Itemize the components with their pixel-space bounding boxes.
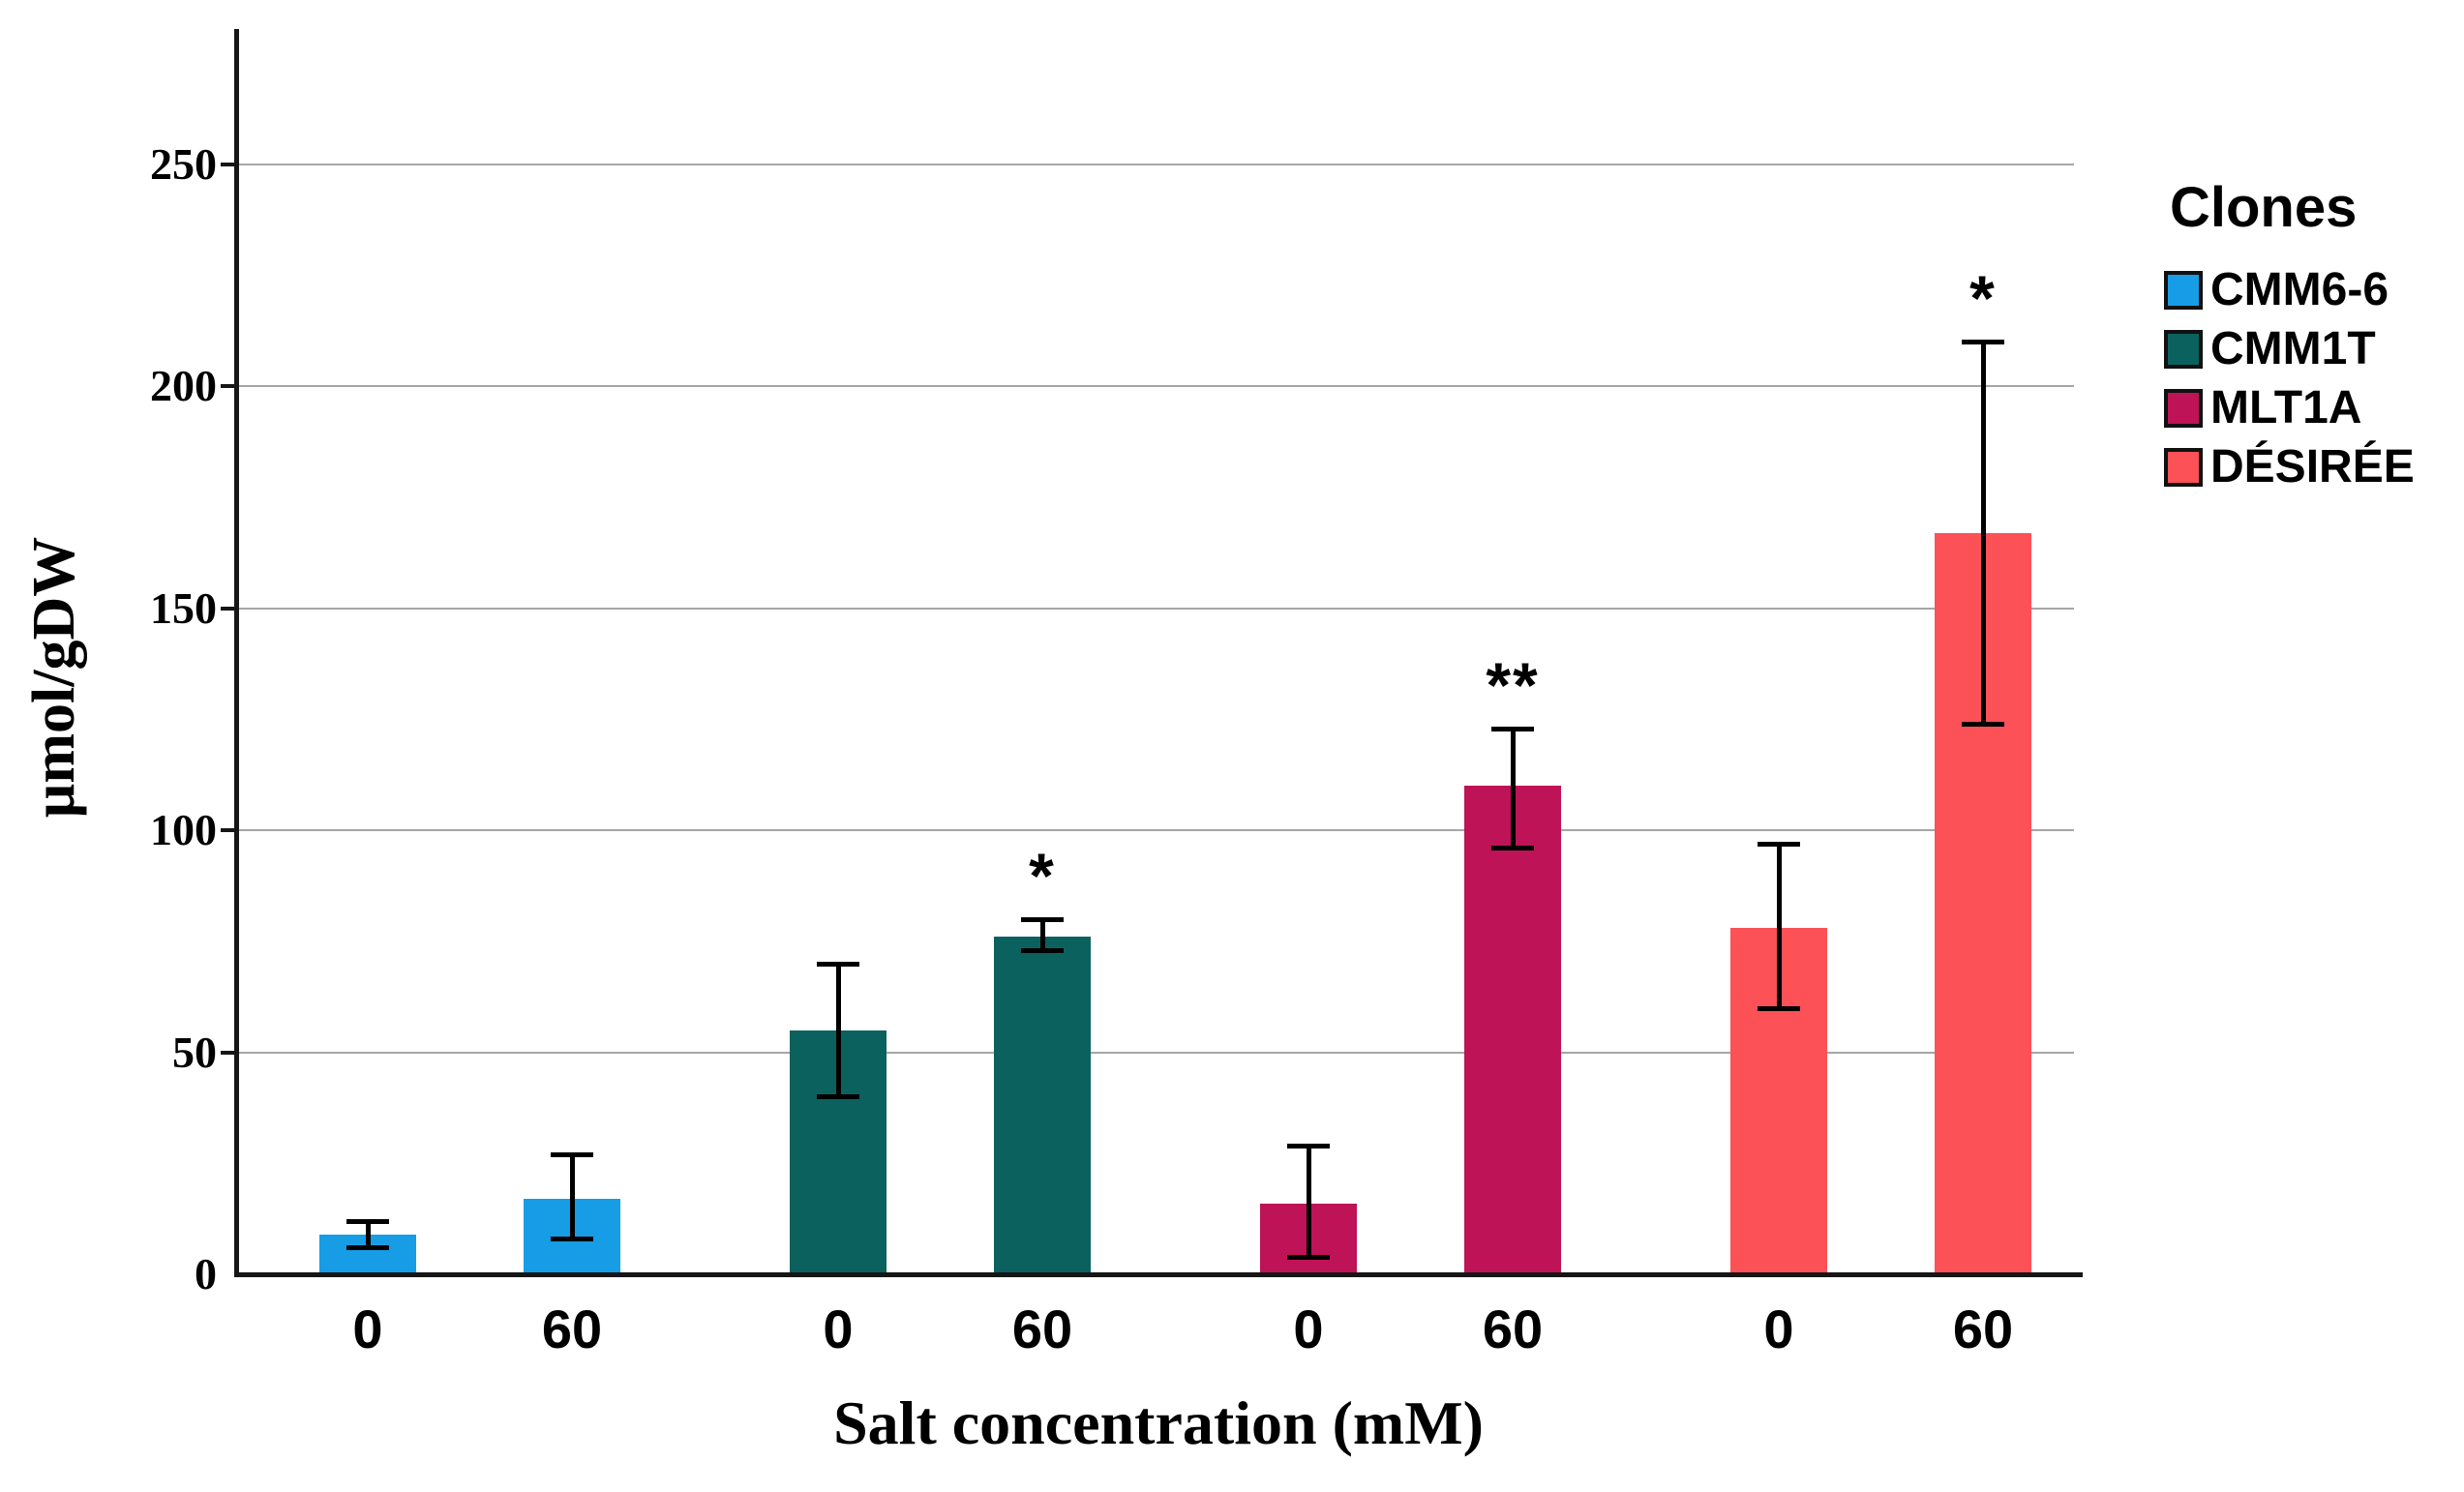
error-cap-top-DÉSIRÉE-0 <box>1758 841 1800 847</box>
y-axis-title: µmol/gDW <box>21 536 87 819</box>
legend-item-CMM1T: CMM1T <box>2164 326 2376 373</box>
legend-swatch-CMM1T <box>2164 330 2203 369</box>
error-cap-bottom-DÉSIRÉE-60 <box>1962 721 2004 727</box>
error-bar-CMM1T-0 <box>835 963 841 1097</box>
x-tick-label-MLT1A-0: 0 <box>1293 1298 1324 1359</box>
legend-item-DÉSIRÉE: DÉSIRÉE <box>2164 444 2415 491</box>
error-bar-CMM6-6-60 <box>569 1154 575 1239</box>
legend-item-MLT1A: MLT1A <box>2164 385 2361 432</box>
gridline-100 <box>237 829 2074 832</box>
y-tick-200 <box>221 384 236 389</box>
y-tick-150 <box>221 606 236 611</box>
x-tick-label-DÉSIRÉE-0: 0 <box>1763 1298 1794 1359</box>
x-tick-label-MLT1A-60: 60 <box>1482 1298 1544 1359</box>
gridline-250 <box>237 163 2074 165</box>
y-tick-label-200: 200 <box>150 361 217 411</box>
x-tick-label-CMM6-6-0: 0 <box>352 1298 383 1359</box>
error-bar-DÉSIRÉE-60 <box>1980 342 1986 724</box>
y-axis-line <box>234 29 239 1277</box>
error-cap-top-DÉSIRÉE-60 <box>1962 340 2004 345</box>
x-tick-label-CMM1T-0: 0 <box>823 1298 854 1359</box>
error-cap-top-MLT1A-0 <box>1287 1143 1330 1149</box>
legend-title: Clones <box>2170 176 2358 239</box>
y-tick-label-250: 250 <box>150 138 217 189</box>
error-bar-MLT1A-60 <box>1510 728 1516 849</box>
y-tick-50 <box>221 1050 236 1055</box>
error-bar-DÉSIRÉE-0 <box>1776 843 1782 1008</box>
significance-MLT1A-60: ** <box>1486 648 1540 721</box>
legend-swatch-CMM6-6 <box>2164 271 2203 310</box>
error-bar-CMM1T-60 <box>1039 918 1045 950</box>
bar-CMM1T-60 <box>994 937 1091 1274</box>
gridline-200 <box>237 385 2074 388</box>
legend-label-CMM1T: CMM1T <box>2210 323 2376 374</box>
legend-swatch-DÉSIRÉE <box>2164 448 2203 487</box>
error-cap-top-CMM1T-60 <box>1021 916 1064 922</box>
y-tick-label-50: 50 <box>172 1027 217 1077</box>
error-bar-MLT1A-0 <box>1306 1145 1311 1257</box>
y-tick-250 <box>221 162 236 166</box>
bar-MLT1A-60 <box>1464 786 1561 1274</box>
error-cap-bottom-MLT1A-60 <box>1491 846 1534 851</box>
legend: Clones CMM6-6 CMM1T MLT1A DÉSIRÉE <box>2164 180 2464 499</box>
x-axis-title: Salt concentration (mM) <box>833 1388 1484 1457</box>
legend-label-CMM6-6: CMM6-6 <box>2210 264 2389 315</box>
gridline-150 <box>237 607 2074 610</box>
error-cap-top-MLT1A-60 <box>1491 726 1534 731</box>
legend-item-CMM6-6: CMM6-6 <box>2164 267 2389 313</box>
x-tick-label-DÉSIRÉE-60: 60 <box>1952 1298 2014 1359</box>
error-cap-bottom-DÉSIRÉE-0 <box>1758 1005 1800 1011</box>
error-cap-bottom-CMM6-6-0 <box>346 1245 389 1251</box>
error-cap-top-CMM6-6-60 <box>551 1152 593 1158</box>
error-cap-bottom-CMM1T-0 <box>817 1094 859 1100</box>
error-cap-bottom-MLT1A-0 <box>1287 1254 1330 1260</box>
y-tick-100 <box>221 828 236 833</box>
significance-DÉSIRÉE-60: * <box>1969 262 1997 335</box>
error-cap-bottom-CMM1T-60 <box>1021 947 1064 953</box>
y-tick-label-150: 150 <box>150 582 217 633</box>
y-tick-label-100: 100 <box>150 805 217 855</box>
y-tick-label-0: 0 <box>195 1249 217 1298</box>
legend-label-DÉSIRÉE: DÉSIRÉE <box>2210 441 2415 492</box>
x-axis-line <box>234 1272 2083 1277</box>
error-bar-CMM6-6-0 <box>365 1220 371 1248</box>
error-cap-top-CMM6-6-0 <box>346 1218 389 1224</box>
gridline-50 <box>237 1051 2074 1054</box>
x-tick-label-CMM1T-60: 60 <box>1011 1298 1073 1359</box>
significance-CMM1T-60: * <box>1029 839 1056 911</box>
legend-swatch-MLT1A <box>2164 389 2203 428</box>
legend-label-MLT1A: MLT1A <box>2210 382 2362 433</box>
error-cap-bottom-CMM6-6-60 <box>551 1237 593 1242</box>
x-tick-label-CMM6-6-60: 60 <box>541 1298 603 1359</box>
error-cap-top-CMM1T-0 <box>817 961 859 967</box>
